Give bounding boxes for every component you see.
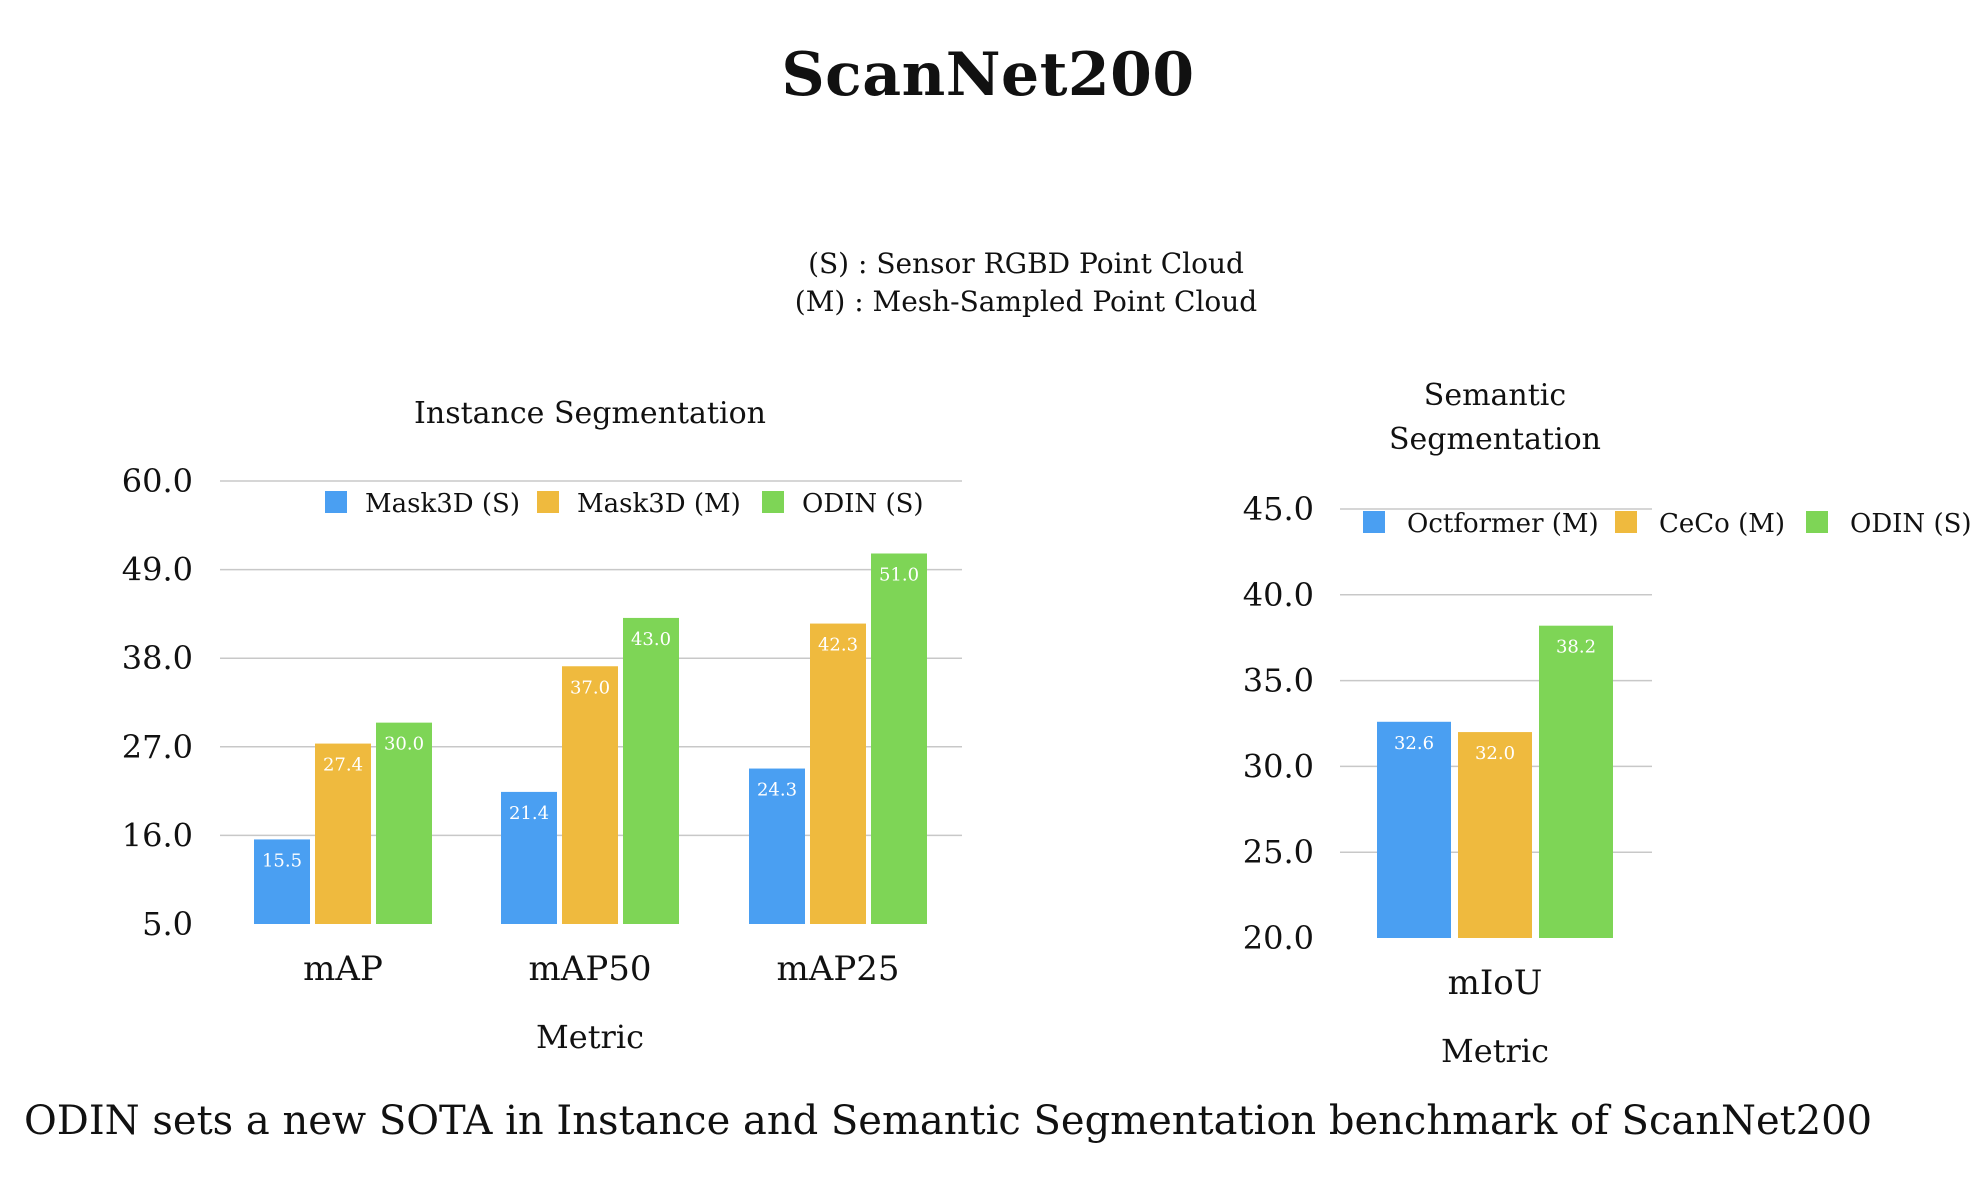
instance-y-tick-label: 60.0 [122, 462, 193, 500]
semantic-legend-label: Octformer (M) [1407, 509, 1599, 539]
instance-bar-value-label: 15.5 [262, 850, 302, 871]
instance-legend-swatch [325, 491, 347, 513]
semantic-bar-value-label: 38.2 [1556, 637, 1596, 658]
instance-legend-swatch [762, 491, 784, 513]
semantic-legend-swatch [1615, 511, 1637, 533]
instance-legend-swatch [537, 491, 559, 513]
semantic-category-label: mIoU [1448, 963, 1543, 1003]
instance-x-axis-title: Metric [536, 1018, 644, 1056]
instance-category-label: mAP50 [529, 949, 652, 989]
semantic-legend-swatch [1806, 511, 1828, 533]
instance-y-tick-label: 27.0 [122, 728, 193, 766]
instance-legend-label: Mask3D (S) [365, 489, 520, 519]
instance-bar-value-label: 27.4 [323, 755, 363, 776]
instance-bar [623, 617, 679, 924]
instance-bar-value-label: 43.0 [631, 629, 671, 650]
semantic-bar-value-label: 32.0 [1475, 743, 1515, 764]
instance-bar [562, 666, 618, 924]
bottom-caption: ODIN sets a new SOTA in Instance and Sem… [24, 1098, 1873, 1144]
instance-bar [810, 623, 866, 924]
instance-bar-value-label: 51.0 [879, 564, 919, 585]
instance-bar [376, 722, 432, 924]
semantic-y-tick-label: 25.0 [1243, 833, 1314, 871]
mesh-note: (M) : Mesh-Sampled Point Cloud [794, 285, 1258, 318]
semantic-y-tick-label: 40.0 [1243, 576, 1314, 614]
semantic-legend-label: CeCo (M) [1659, 509, 1785, 539]
semantic-legend-label: ODIN (S) [1850, 509, 1972, 539]
semantic-y-tick-label: 20.0 [1243, 919, 1314, 957]
semantic-x-axis-title: Metric [1441, 1032, 1549, 1070]
instance-bar-value-label: 24.3 [757, 780, 797, 801]
semantic-chart-title: Semantic Segmentation [1388, 378, 1601, 457]
semantic-bar-value-label: 32.6 [1394, 733, 1434, 754]
semantic-y-tick-label: 45.0 [1243, 490, 1314, 528]
semantic-bar [1377, 721, 1451, 938]
instance-y-tick-label: 16.0 [122, 816, 193, 854]
semantic-bar [1539, 625, 1613, 938]
instance-bar [501, 791, 557, 924]
instance-chart-title: Instance Segmentation [414, 396, 766, 431]
semantic-bar [1458, 732, 1532, 938]
instance-bar-value-label: 30.0 [384, 734, 424, 755]
semantic-y-tick-label: 30.0 [1243, 747, 1314, 785]
semantic-y-tick-label: 35.0 [1243, 662, 1314, 700]
instance-bar-value-label: 42.3 [818, 635, 858, 656]
instance-bar [254, 839, 310, 924]
instance-category-label: mAP25 [777, 949, 900, 989]
instance-legend-label: ODIN (S) [802, 489, 924, 519]
page-title: ScanNet200 [781, 40, 1195, 110]
semantic-legend-swatch [1363, 511, 1385, 533]
instance-category-label: mAP [303, 949, 383, 989]
instance-y-tick-label: 5.0 [142, 905, 193, 943]
instance-bar [315, 743, 371, 924]
instance-y-tick-label: 49.0 [122, 551, 193, 589]
instance-bar [871, 553, 927, 924]
instance-legend-label: Mask3D (M) [577, 489, 741, 519]
instance-bar-value-label: 21.4 [509, 803, 549, 824]
instance-bar-value-label: 37.0 [570, 677, 610, 698]
instance-bar [749, 768, 805, 924]
sensor-note: (S) : Sensor RGBD Point Cloud [808, 247, 1244, 280]
instance-y-tick-label: 38.0 [122, 639, 193, 677]
